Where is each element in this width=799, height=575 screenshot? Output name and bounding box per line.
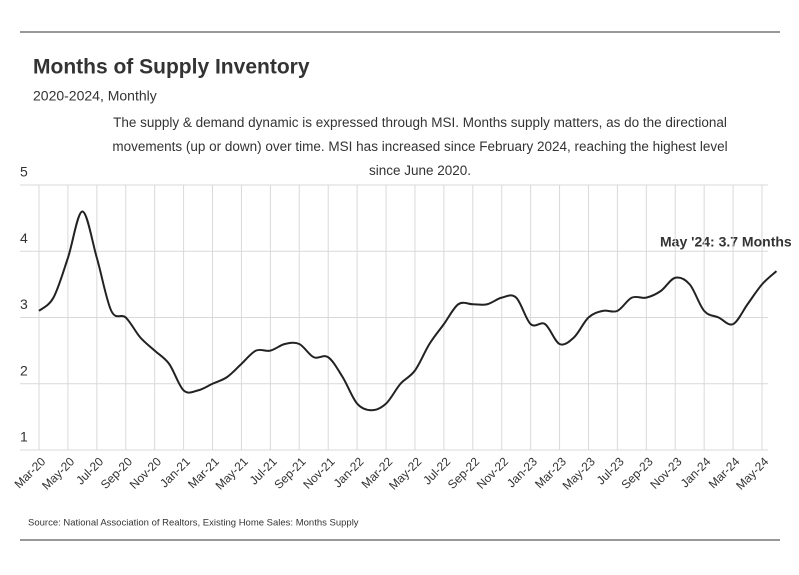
annotation: May '24: 3.7 Months (660, 234, 792, 250)
description: The supply & demand dynamic is expressed… (112, 115, 728, 178)
x-tick-label: Nov-20 (127, 454, 164, 491)
x-tick-label: May-21 (213, 454, 251, 492)
y-tick-label: 3 (20, 296, 28, 312)
x-tick-label: May-24 (733, 454, 771, 492)
x-tick-label: May-23 (560, 454, 598, 492)
y-tick-label: 2 (20, 362, 28, 378)
x-tick-label: Nov-22 (474, 454, 511, 491)
chart-title: Months of Supply Inventory (33, 56, 310, 79)
x-tick-label: May-22 (386, 454, 424, 492)
x-tick-label: Nov-23 (647, 454, 684, 491)
y-tick-label: 4 (20, 230, 28, 246)
y-tick-label: 5 (20, 164, 28, 180)
x-tick-label: May-20 (39, 454, 77, 492)
x-tick-label: Nov-21 (300, 454, 337, 491)
y-tick-label: 1 (20, 429, 28, 445)
chart-subtitle: 2020-2024, Monthly (33, 88, 157, 104)
line (38, 210, 778, 412)
source: Source: National Association of Realtors… (28, 518, 359, 529)
